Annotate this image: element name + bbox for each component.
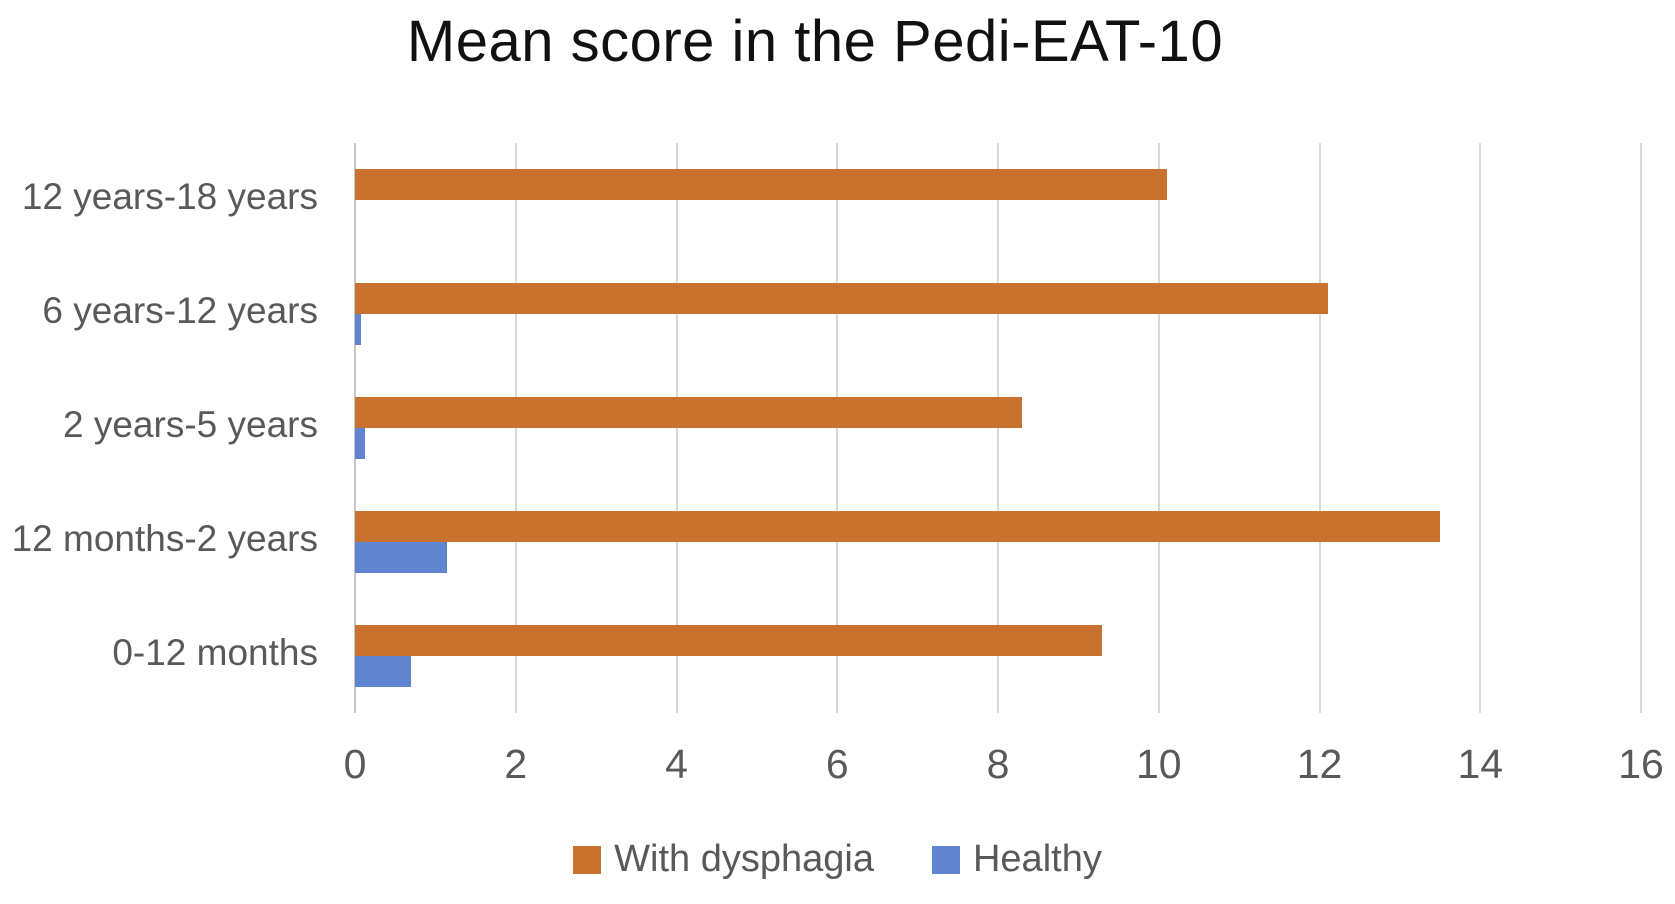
gridline-x-8: [997, 143, 999, 713]
category-label: 12 months-2 years: [11, 518, 318, 559]
x-tick-label-14: 14: [1457, 741, 1504, 787]
category-label: 12 years-18 years: [21, 176, 318, 217]
category-label: 0-12 months: [112, 632, 318, 673]
legend-label-healthy: Healthy: [972, 838, 1102, 880]
bar-with-dysphagia: [355, 511, 1441, 542]
x-tick-label-0: 0: [343, 741, 367, 787]
gridline-x-6: [836, 143, 839, 713]
bar-with-dysphagia: [355, 397, 1023, 428]
bar-healthy: [355, 656, 412, 687]
category-label: 6 years-12 years: [42, 290, 318, 331]
x-tick-label-8: 8: [986, 741, 1010, 787]
x-tick-label-6: 6: [825, 741, 849, 787]
gridline-x-10: [1157, 143, 1160, 713]
bar-healthy: [355, 428, 365, 459]
gridline-x-4: [675, 143, 678, 713]
legend-swatch-with-dysphagia: [573, 845, 602, 874]
bar-with-dysphagia: [355, 169, 1167, 200]
chart-title: Mean score in the Pedi-EAT-10: [406, 9, 1224, 74]
bar-with-dysphagia: [355, 625, 1103, 656]
legend-item-with-dysphagia: With dysphagia: [573, 838, 874, 881]
legend-label-with-dysphagia: With dysphagia: [614, 838, 874, 880]
x-tick-label-12: 12: [1296, 741, 1343, 787]
x-tick-label-16: 16: [1618, 741, 1664, 787]
gridline-x-14: [1479, 143, 1482, 713]
legend-swatch-healthy: [931, 845, 960, 874]
bar-healthy: [355, 542, 448, 573]
gridline-x-12: [1318, 143, 1321, 713]
legend-item-healthy: Healthy: [931, 838, 1102, 881]
x-tick-label-10: 10: [1135, 741, 1182, 787]
x-tick-label-2: 2: [504, 741, 528, 787]
legend: With dysphagia Healthy: [0, 838, 1675, 881]
bar-healthy: [355, 314, 361, 345]
bar-with-dysphagia: [355, 283, 1328, 314]
x-tick-label-4: 4: [665, 741, 688, 787]
category-label: 2 years-5 years: [63, 404, 318, 445]
gridline-x-2: [514, 143, 517, 713]
gridline-x-16: [1640, 143, 1642, 713]
